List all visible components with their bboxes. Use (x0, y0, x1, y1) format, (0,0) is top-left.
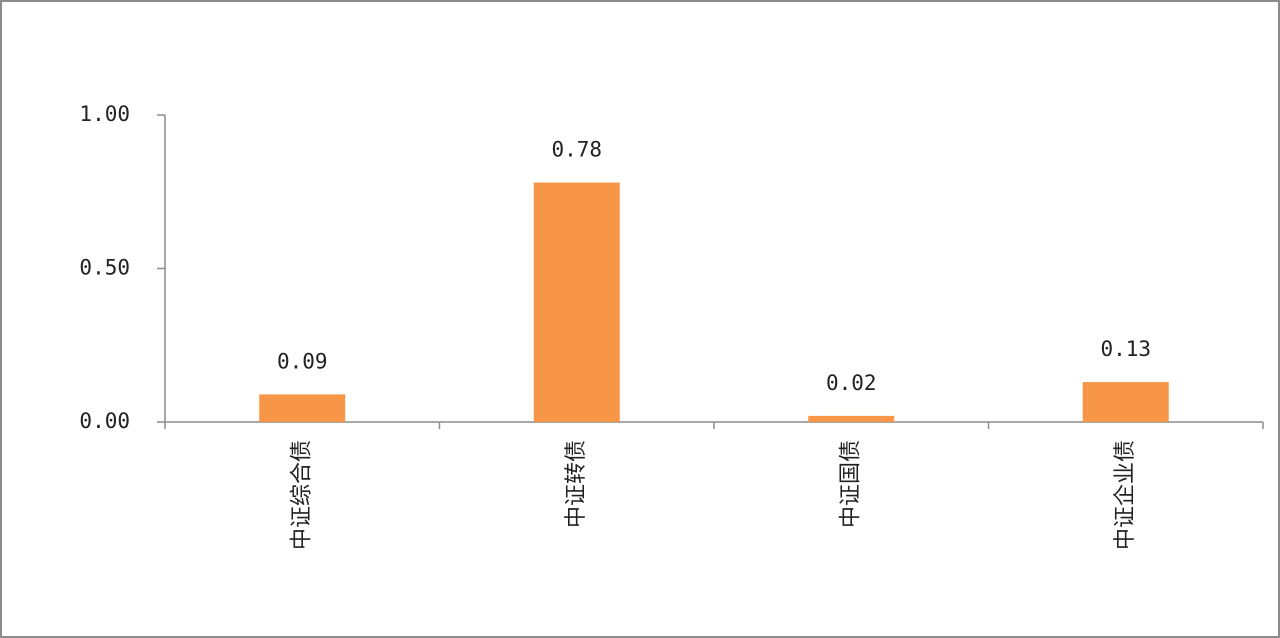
bar (1082, 382, 1169, 422)
y-tick-label: 0.50 (79, 256, 130, 280)
bar (808, 415, 895, 422)
y-tick-label: 0.00 (79, 409, 130, 433)
x-tick-label: 中证综合债 (289, 440, 314, 550)
value-label: 0.13 (1100, 337, 1151, 361)
y-tick-label: 1.00 (79, 102, 130, 126)
bar (533, 182, 620, 422)
value-label: 0.02 (826, 371, 877, 395)
value-label: 0.09 (277, 349, 328, 373)
x-tick-label: 中证国债 (838, 440, 863, 528)
bar (259, 394, 346, 422)
x-tick-label: 中证企业债 (1113, 440, 1138, 550)
x-tick-label: 中证转债 (564, 440, 589, 528)
value-label: 0.78 (551, 138, 602, 162)
